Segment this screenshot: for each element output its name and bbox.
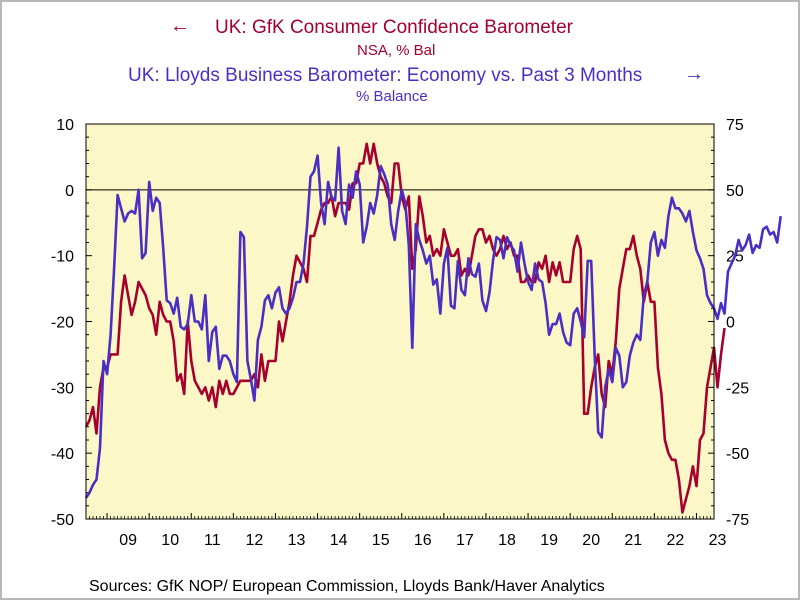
x-axis-tick-label: 12 — [246, 532, 264, 549]
x-axis-tick-label: 16 — [414, 532, 432, 549]
x-axis-tick-label: 11 — [204, 532, 221, 549]
lloyds-series-title: UK: Lloyds Business Barometer: Economy v… — [128, 65, 643, 86]
x-axis-tick-label: 18 — [498, 532, 516, 549]
plot-border — [85, 123, 715, 520]
x-axis-tick-label: 10 — [161, 532, 179, 549]
gfk-series-unit: NSA, % Bal — [357, 42, 436, 59]
left-axis-tick-label: -50 — [51, 512, 74, 529]
right-axis-tick-label: -75 — [726, 512, 749, 529]
left-axis-tick-label: 10 — [56, 117, 74, 134]
x-axis-tick-label: 14 — [330, 532, 348, 549]
x-axis-tick-label: 09 — [119, 532, 137, 549]
x-axis-tick-label: 13 — [288, 532, 306, 549]
x-axis-tick-label: 22 — [667, 532, 685, 549]
right-axis-tick-label: 75 — [726, 117, 744, 134]
left-axis-tick-label: 0 — [65, 183, 74, 200]
lloyds-business-barometer-line — [84, 146, 782, 499]
right-axis-tick-label: 50 — [726, 183, 744, 200]
right-axis-tick-label: -50 — [726, 446, 749, 463]
left-axis-tick-label: -20 — [51, 315, 74, 332]
x-axis-tick-label: 21 — [624, 532, 642, 549]
left-arrow-icon: ← — [170, 15, 190, 37]
right-arrow-icon: → — [684, 63, 704, 85]
left-axis-tick-label: -10 — [51, 249, 74, 266]
right-axis-tick-label: 0 — [726, 315, 735, 332]
source-note: Sources: GfK NOP/ European Commission, L… — [89, 578, 605, 595]
gfk-series-title: UK: GfK Consumer Confidence Barometer — [215, 17, 573, 38]
x-axis-tick-label: 20 — [582, 532, 600, 549]
x-axis-tick-label: 17 — [456, 532, 474, 549]
left-axis-tick-label: -30 — [51, 380, 74, 397]
x-axis-tick-label: 19 — [540, 532, 558, 549]
lloyds-series-unit: % Balance — [356, 88, 428, 105]
x-axis-tick-label: 15 — [372, 532, 390, 549]
x-axis-tick-label: 23 — [709, 532, 727, 549]
left-axis-tick-label: -40 — [51, 446, 74, 463]
right-axis-tick-label: -25 — [726, 380, 749, 397]
